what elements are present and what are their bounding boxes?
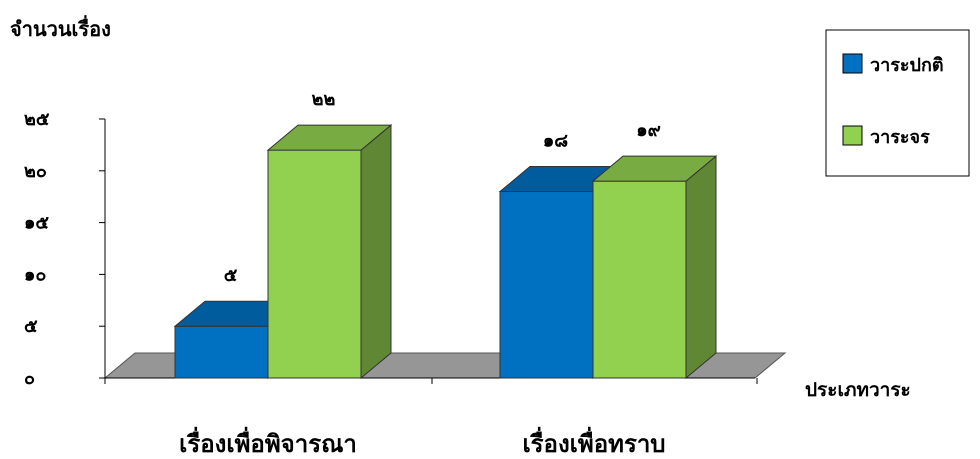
y-tick-label-5: ๒๕: [24, 109, 50, 130]
y-tick-label-3: ๑๕: [24, 213, 49, 234]
y-tick-label-0: ๐: [24, 368, 35, 389]
bar-side-s1-c0: [360, 124, 392, 380]
legend-label-regular: วาระปกติ: [870, 55, 944, 76]
bar-top-s1-c0: [266, 124, 393, 151]
x-category-label-1: เรื่องเพื่อทราบ: [522, 426, 665, 458]
y-tick-label-1: ๕: [24, 316, 38, 337]
bars: [173, 124, 718, 380]
bar-side-s1-c1: [685, 155, 717, 380]
y-axis-title: จำนวนเรื่อง: [10, 14, 111, 41]
legend-swatch-regular: [842, 53, 863, 74]
y-tick-label-2: ๑๐: [24, 264, 46, 285]
x-category-label-0: เรื่องเพื่อพิจารณา: [179, 426, 357, 458]
bar-top-s1-c1: [591, 155, 718, 182]
bar-s0-c1: [499, 191, 594, 379]
legend-label-extra: วาระจร: [870, 127, 930, 148]
legend-box: [825, 29, 970, 177]
bar-s1-c0: [267, 149, 362, 379]
data-label-s0-c0: ๕: [224, 265, 238, 286]
bar-s1-c1: [592, 180, 687, 379]
bar-s0-c0: [174, 325, 269, 379]
legend: วาระปกติ วาระจร: [825, 29, 970, 177]
y-tick-label-4: ๒๐: [24, 161, 47, 182]
data-label-s0-c1: ๑๘: [543, 131, 568, 152]
data-label-s1-c0: ๒๒: [312, 89, 336, 110]
legend-swatch-extra: [842, 125, 863, 146]
x-axis-title: ประเภทวาระ: [805, 379, 911, 401]
data-label-s1-c1: ๑๙: [636, 120, 661, 141]
